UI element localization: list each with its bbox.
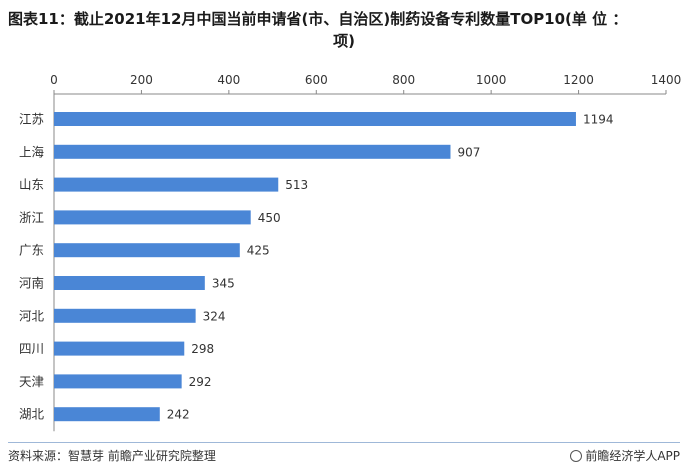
category-label: 广东 (19, 243, 44, 258)
category-label: 天津 (19, 374, 44, 389)
x-tick-label: 0 (50, 73, 58, 87)
bar (54, 144, 451, 159)
category-label: 四川 (19, 341, 44, 356)
data-label: 324 (203, 309, 226, 323)
brand-logo-icon (570, 450, 583, 462)
x-tick-label: 800 (392, 73, 415, 87)
category-label: 河北 (19, 308, 45, 323)
x-tick-label: 1400 (651, 73, 682, 87)
bar (54, 374, 182, 389)
category-label: 上海 (19, 144, 45, 159)
x-tick-label: 200 (130, 73, 153, 87)
bar-chart: 0 200 400 600 800 1000 1200 1400 江苏 1194 上海 907 山东 51… (19, 73, 682, 432)
footer-divider (8, 442, 680, 443)
data-label: 298 (191, 342, 214, 356)
category-label: 山东 (19, 177, 44, 192)
category-label: 江苏 (19, 112, 44, 127)
chart-title-line2: 项) (333, 32, 355, 50)
x-tick-label: 400 (217, 73, 240, 87)
data-label: 1194 (583, 113, 614, 127)
bar (54, 308, 196, 323)
bar (54, 210, 251, 225)
bar (54, 112, 576, 126)
category-label: 浙江 (19, 210, 44, 225)
bar (54, 341, 185, 356)
data-label: 425 (247, 244, 270, 258)
brand-credit: 前瞻经济学人APP (570, 447, 680, 464)
data-label: 450 (258, 211, 281, 225)
data-label: 513 (285, 178, 308, 192)
category-label: 湖北 (19, 407, 45, 422)
source-note: 资料来源：智慧芽 前瞻产业研究院整理 (8, 449, 216, 463)
x-tick-label: 1000 (476, 73, 507, 87)
category-label: 河南 (19, 276, 44, 291)
data-label: 242 (167, 408, 190, 422)
chart-title: 图表11：截止2021年12月中国当前申请省(市、自治区)制药设备专利数量TOP… (8, 8, 680, 52)
x-tick-label: 1200 (563, 73, 594, 87)
brand-name: 前瞻经济学人APP (585, 449, 680, 463)
data-label: 907 (457, 145, 480, 159)
bar (54, 177, 279, 192)
bar (54, 407, 160, 422)
bar (54, 276, 205, 290)
data-label: 345 (212, 277, 235, 291)
x-tick-label: 600 (305, 73, 328, 87)
bar (54, 243, 240, 258)
chart-title-line1: 图表11：截止2021年12月中国当前申请省(市、自治区)制药设备专利数量TOP… (8, 10, 628, 28)
data-label: 292 (189, 375, 212, 389)
